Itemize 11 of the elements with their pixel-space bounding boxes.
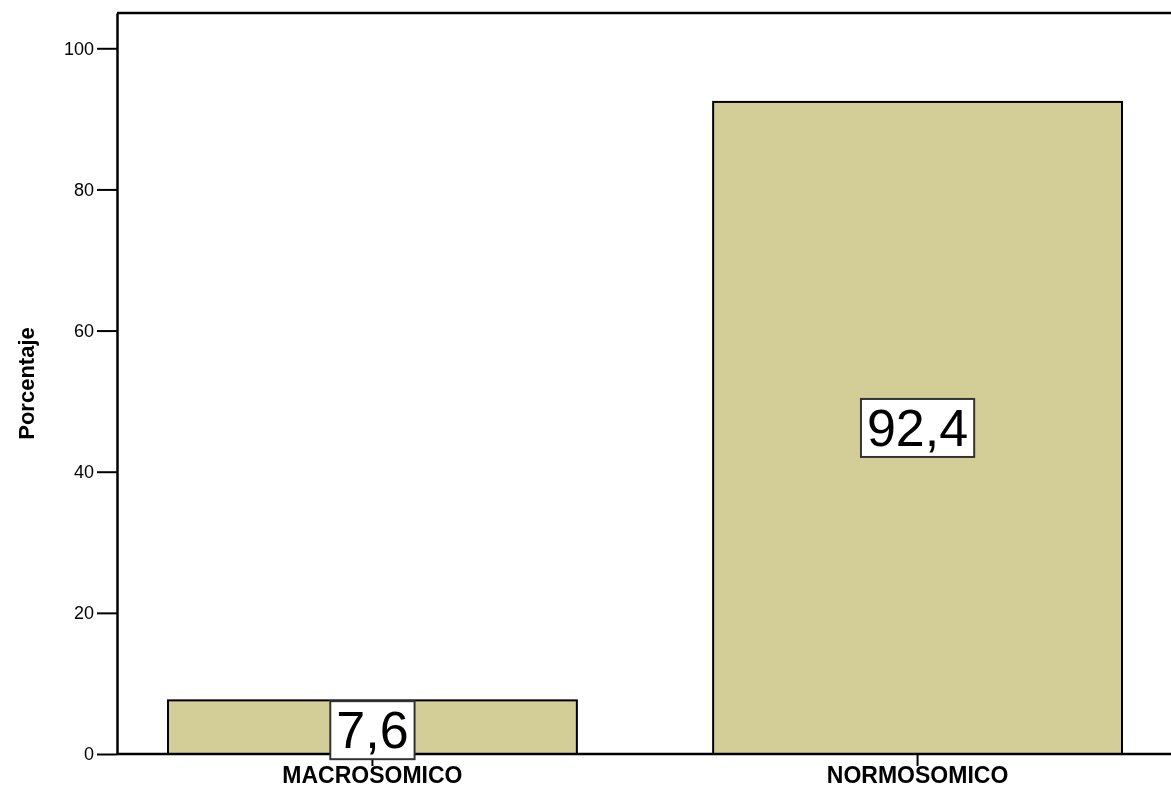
data-label: 92,4 [866, 398, 969, 457]
y-axis-title: Porcentaje [14, 327, 39, 440]
y-tick-label: 0 [83, 744, 94, 765]
y-tick-label: 60 [73, 320, 94, 341]
y-tick-label: 40 [73, 461, 94, 482]
x-tick-label: MACROSOMICO [282, 762, 463, 788]
data-label: 7,6 [336, 701, 409, 760]
y-tick-label: 20 [73, 603, 94, 624]
y-tick-label: 80 [73, 179, 94, 200]
y-tick-label: 100 [63, 38, 94, 59]
x-tick-label: NORMOSOMICO [826, 762, 1009, 788]
